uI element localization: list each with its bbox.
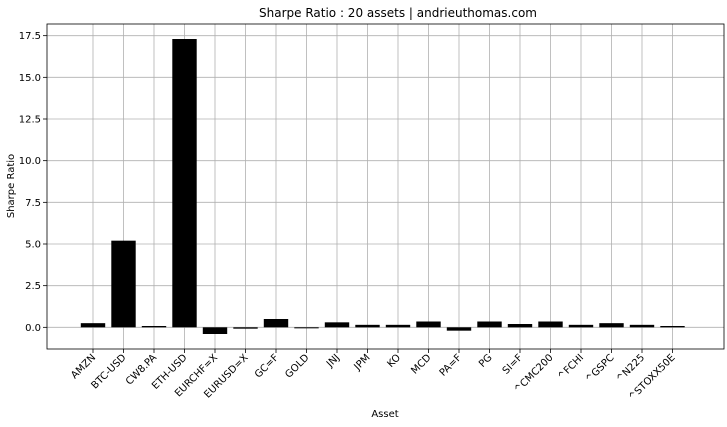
plot-frame [46, 23, 725, 350]
bar--gspc [599, 323, 624, 328]
bar--stoxx50e [660, 326, 685, 328]
bar-amzn [80, 323, 106, 328]
x-ticks: AMZNBTC-USDCW8.PAETH-USDEURCHF=XEURUSD=X… [69, 349, 678, 403]
bar-gold [294, 327, 319, 329]
x-tick-label: PG [477, 352, 495, 370]
x-tick-label: GOLD [283, 352, 311, 380]
chart-title: Sharpe Ratio : 20 assets | andrieuthomas… [259, 6, 537, 20]
bar--n225 [629, 324, 655, 328]
bar-si-f [507, 324, 533, 328]
x-tick-label: PA=F [438, 352, 465, 379]
bar-eth-usd [172, 39, 197, 328]
y-axis-label: Sharpe Ratio [6, 154, 17, 218]
bar-jnj [324, 322, 350, 328]
bar-eurchf-x [202, 327, 228, 334]
y-tick-label: 7.5 [25, 198, 41, 209]
x-tick-label: ^GSPC [584, 352, 617, 385]
bar--cmc200 [538, 321, 563, 328]
x-axis-label: Asset [371, 409, 398, 420]
bar-cw8-pa [141, 326, 167, 328]
y-tick-label: 2.5 [25, 281, 41, 292]
x-tick-label: GC=F [253, 352, 281, 380]
x-tick-label: JNJ [324, 352, 342, 370]
y-ticks: 0.0 2.5 5.0 7.5 10.0 12.5 15.0 17.5 [19, 31, 47, 334]
x-tick-label: KO [386, 352, 404, 370]
bar-jpm [355, 324, 380, 328]
y-tick-label: 17.5 [19, 31, 41, 42]
bar--fchi [568, 324, 594, 328]
grid [47, 24, 724, 349]
bar-pg [477, 321, 502, 328]
bar-ko [385, 324, 411, 328]
bar-btc-usd [111, 240, 136, 328]
y-tick-label: 0.0 [25, 323, 41, 334]
y-tick-label: 10.0 [19, 156, 41, 167]
x-tick-label: JPM [352, 352, 373, 373]
bar-mcd [416, 321, 441, 328]
bar-gc-f [263, 319, 289, 328]
y-tick-label: 12.5 [19, 115, 41, 126]
bar-eurusd-x [233, 327, 258, 329]
x-tick-label: AMZN [69, 352, 98, 381]
x-tick-label: MCD [409, 352, 433, 376]
bars [80, 39, 685, 334]
y-tick-label: 5.0 [25, 240, 41, 251]
bar-pa-f [446, 327, 472, 331]
y-tick-label: 15.0 [19, 73, 41, 84]
x-tick-label: ^FCHI [556, 352, 586, 382]
x-tick-label: SI=F [501, 352, 526, 377]
